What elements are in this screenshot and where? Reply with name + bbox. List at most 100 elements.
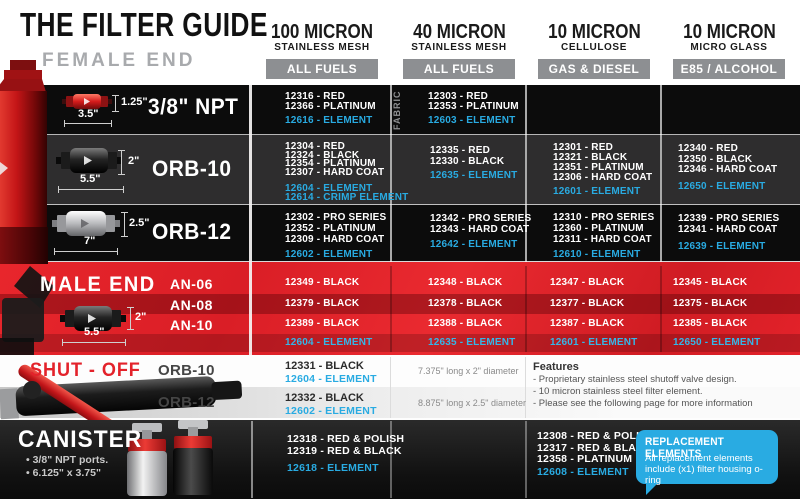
row-label-orb10: ORB-10 (158, 362, 215, 379)
column-header-100-micron: 100 MICRON STAINLESS MESH ALL FUELS (252, 22, 392, 79)
fuel-badge: GAS & DIESEL (538, 59, 650, 79)
callout-title: REPLACEMENT ELEMENTS (645, 436, 725, 460)
row-divider (0, 261, 800, 262)
female-end-table (0, 85, 800, 262)
column-divider (660, 85, 662, 262)
size-note: 8.875" long x 2.5" diameter (418, 398, 526, 408)
parts-cell: 12335 - RED 12330 - BLACK (430, 145, 505, 167)
dim-height-label: 1.25" (121, 96, 148, 108)
column-divider (251, 421, 253, 498)
element-cell: 12602 - ELEMENT (285, 249, 373, 260)
column-divider (660, 266, 662, 352)
parts-cell: 12389 - BLACK (285, 318, 360, 329)
element-cell: 12603 - ELEMENT (428, 115, 516, 126)
dim-line-width (64, 120, 112, 127)
callout-tail (646, 481, 660, 495)
element-cell: 12604 - ELEMENT 12614 - CRIMP ELEMENT (285, 183, 409, 203)
parts-cell: 12304 - RED 12324 - BLACK 12354 - PLATIN… (285, 141, 385, 178)
filter-illustration-orb10 (56, 148, 122, 173)
element-cell: 12601 - ELEMENT (553, 186, 641, 197)
features-title: Features (533, 361, 579, 373)
column-divider (525, 266, 527, 352)
dim-width-label: 5.5" (80, 173, 101, 185)
page-title: THE FILTER GUIDE (20, 6, 268, 43)
parts-cell: 12348 - BLACK (428, 277, 503, 288)
parts-cell: 12339 - PRO SERIES 12341 - HARD COAT (678, 213, 780, 235)
canister-specs: • 3/8" NPT ports. • 6.125" x 3.75" (26, 454, 109, 479)
element-cell: 12642 - ELEMENT (430, 239, 518, 250)
row-label-an10: AN-10 (170, 317, 213, 333)
red-filter-photo (0, 60, 48, 264)
column-divider (525, 85, 527, 262)
element-cell: 12604 - ELEMENT (285, 337, 373, 348)
canister-title: CANISTER (18, 426, 143, 453)
male-element-stripe (0, 334, 800, 352)
fuel-badge: ALL FUELS (266, 59, 378, 79)
row-orb12 (0, 205, 800, 262)
parts-cell: 12308 - RED & POLISH 12317 - RED & BLACK… (537, 430, 655, 465)
replacement-elements-callout: REPLACEMENT ELEMENTS All replacement ele… (636, 430, 778, 486)
column-divider (390, 421, 392, 498)
element-cell: 12635 - ELEMENT (430, 170, 518, 181)
column-divider (249, 85, 252, 355)
dim-height-label: 2" (135, 311, 147, 323)
male-row-stripe (0, 294, 800, 314)
parts-cell: 12318 - RED & POLISH 12319 - RED & BLACK (287, 433, 405, 457)
element-cell: 12635 - ELEMENT (428, 337, 516, 348)
dim-height-label: 2" (128, 155, 140, 167)
row-divider (0, 204, 800, 205)
parts-cell: 12388 - BLACK (428, 318, 503, 329)
element-cell: 12610 - ELEMENT (553, 249, 641, 260)
features-list: - Proprietary stainless steel shutoff va… (533, 374, 753, 409)
dim-height-label: 2.5" (129, 217, 150, 229)
column-divider (525, 357, 526, 418)
dim-width-label: 3.5" (78, 108, 99, 120)
fuel-badge: ALL FUELS (403, 59, 515, 79)
dim-line-height (127, 307, 134, 330)
element-cell: 12616 - ELEMENT (285, 115, 373, 126)
element-cell: 12618 - ELEMENT (287, 462, 379, 474)
row-divider (0, 134, 800, 135)
filter-illustration-male (60, 306, 126, 331)
column-divider (390, 85, 392, 262)
parts-cell: 12377 - BLACK (550, 298, 625, 309)
male-fitting-photo (0, 266, 54, 355)
dim-width-label: 5.5" (84, 326, 105, 338)
fabric-note: FABRIC (392, 90, 402, 131)
male-end-title: MALE END (40, 273, 156, 296)
parts-cell: 12349 - BLACK (285, 277, 360, 288)
dim-line-width (62, 339, 126, 346)
parts-cell: 12316 - RED 12366 - PLATINUM (285, 91, 376, 112)
parts-cell: 12345 - BLACK (673, 277, 748, 288)
shut-off-valve-photo (0, 364, 243, 420)
parts-cell: 12332 - BLACK (285, 392, 364, 404)
parts-cell: 12387 - BLACK (550, 318, 625, 329)
element-cell: 12602 - ELEMENT (285, 405, 377, 417)
dim-line-height (118, 150, 125, 175)
parts-cell: 12301 - RED 12321 - BLACK 12351 - PLATIN… (553, 142, 653, 183)
element-cell: 12604 - ELEMENT (285, 373, 377, 385)
filter-illustration-orb12 (52, 211, 120, 236)
element-cell: 12650 - ELEMENT (678, 181, 766, 192)
dim-width-label: 7" (84, 235, 96, 247)
row-label-orb12: ORB-12 (152, 219, 232, 244)
row-label-an06: AN-06 (170, 276, 213, 292)
parts-cell: 12378 - BLACK (428, 298, 503, 309)
column-header-10-micron-glass: 10 MICRON MICRO GLASS E85 / ALCOHOL (660, 22, 798, 79)
row-orb10 (0, 135, 800, 205)
parts-cell: 12302 - PRO SERIES 12352 - PLATINUM 1230… (285, 212, 387, 245)
parts-cell: 12342 - PRO SERIES 12343 - HARD COAT (430, 213, 532, 235)
row-label-orb10: ORB-10 (152, 156, 232, 181)
callout-body: All replacement elements include (x1) fi… (645, 453, 763, 486)
page-subtitle: FEMALE END (42, 50, 196, 71)
fuel-badge: E85 / ALCOHOL (672, 59, 786, 79)
parts-cell: 12340 - RED 12350 - BLACK 12346 - HARD C… (678, 143, 778, 175)
column-header-10-micron-cellulose: 10 MICRON CELLULOSE GAS & DIESEL (524, 22, 664, 79)
parts-cell: 12379 - BLACK (285, 298, 360, 309)
element-cell: 12608 - ELEMENT (537, 466, 629, 478)
parts-cell: 12303 - RED 12353 - PLATINUM (428, 91, 519, 112)
parts-cell: 12347 - BLACK (550, 277, 625, 288)
shut-off-title: SHUT - OFF (30, 360, 141, 381)
element-cell: 12601 - ELEMENT (550, 337, 638, 348)
